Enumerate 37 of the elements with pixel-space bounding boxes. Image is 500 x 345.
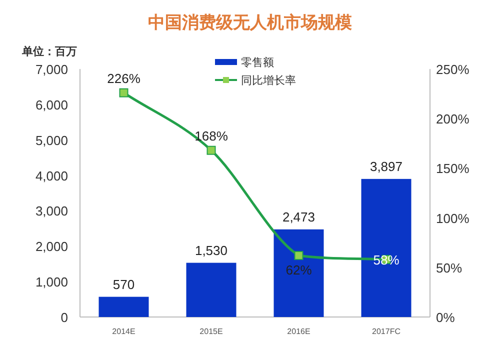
- y2-tick-label: 200%: [436, 112, 470, 127]
- y-tick-label: 0: [60, 310, 68, 325]
- y-tick-label: 2,000: [35, 239, 68, 254]
- y-tick-label: 5,000: [35, 132, 68, 148]
- y-tick-label: 7,000: [35, 62, 68, 77]
- legend-label: 零售额: [241, 56, 274, 69]
- y-axis-title: 单位：百万: [21, 45, 77, 58]
- x-tick-label: 2014E: [112, 327, 136, 336]
- y2-tick-label: 0%: [436, 310, 456, 325]
- legend-label: 同比增长率: [241, 74, 296, 87]
- data-label: 226%: [107, 70, 141, 86]
- x-tick-label: 2017FC: [372, 327, 401, 336]
- x-tick-label: 2015E: [200, 327, 223, 336]
- bar: [361, 178, 412, 317]
- point: [206, 146, 216, 155]
- data-label: 2,473: [282, 209, 316, 224]
- data-label: 1,530: [194, 242, 228, 258]
- bar: [98, 296, 149, 317]
- data-label: 58%: [373, 252, 400, 268]
- y-tick-label: 4,000: [35, 168, 68, 184]
- data-label: 168%: [194, 128, 228, 144]
- point: [119, 88, 128, 98]
- y-tick-label: 6,000: [35, 97, 68, 112]
- point: [294, 250, 304, 260]
- y2-tick-label: 150%: [436, 161, 470, 176]
- data-label: 62%: [286, 262, 312, 278]
- bar: [186, 262, 236, 317]
- chart-title: 中国消费级无人机市场规模: [148, 13, 352, 32]
- y2-tick-label: 100%: [436, 210, 470, 226]
- y2-tick-label: 250%: [436, 62, 470, 77]
- data-label: 3,897: [370, 158, 403, 174]
- x-tick-label: 2016E: [287, 327, 310, 336]
- bar: [274, 229, 324, 317]
- y-tick-label: 3,000: [35, 204, 68, 219]
- y-tick-label: 1,000: [35, 274, 68, 290]
- y2-tick-label: 50%: [436, 260, 462, 276]
- data-label: 570: [112, 276, 135, 292]
